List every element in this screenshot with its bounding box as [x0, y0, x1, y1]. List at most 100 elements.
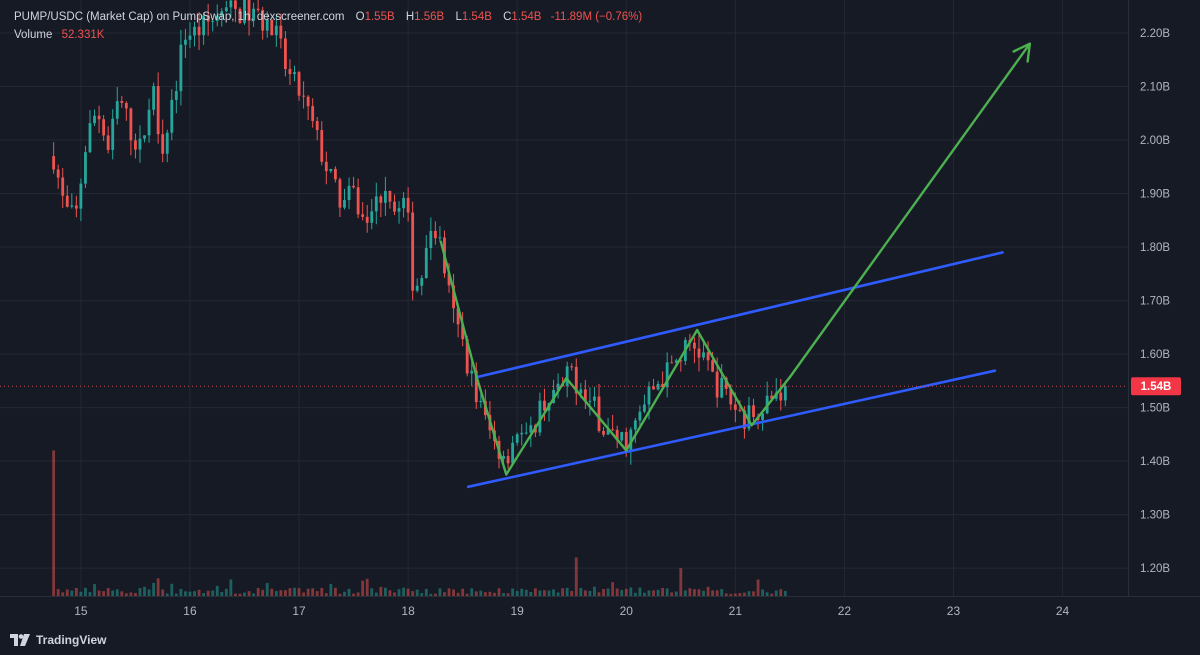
- volume-bar: [234, 593, 237, 596]
- candle-body: [543, 400, 546, 411]
- candle-body: [502, 456, 505, 459]
- symbol-title[interactable]: PUMP/USDC (Market Cap) on PumpSwap, 1h, …: [14, 11, 345, 23]
- candle-body: [297, 72, 301, 96]
- volume-bar: [188, 591, 192, 596]
- volume-bar: [120, 591, 124, 596]
- candle-body: [565, 366, 569, 387]
- candle-body: [615, 429, 619, 441]
- volume-bar: [279, 590, 283, 596]
- candle-body: [274, 25, 278, 36]
- candle-body: [56, 169, 60, 178]
- volume-bar: [165, 593, 169, 596]
- candle-body: [479, 400, 483, 403]
- drawings-group: [439, 42, 1032, 489]
- legend-row-ohlc: PUMP/USDC (Market Cap) on PumpSwap, 1h, …: [14, 8, 642, 26]
- candle-body: [343, 200, 346, 208]
- candle-body: [120, 101, 124, 103]
- volume-bar: [138, 588, 142, 596]
- volume-bar: [74, 588, 78, 596]
- volume-bar: [329, 583, 333, 596]
- time-tick-label: 16: [183, 604, 197, 618]
- close-label: C: [503, 11, 512, 23]
- candle-body: [165, 132, 169, 154]
- volume-bar: [515, 591, 519, 596]
- candle-body: [161, 134, 165, 154]
- last-price-label: 1.54B: [1141, 381, 1172, 393]
- tradingview-logo-icon: [10, 634, 30, 646]
- candle-body: [97, 115, 101, 120]
- volume-bar: [270, 588, 274, 596]
- volume-bar: [347, 588, 351, 596]
- candle-body: [733, 404, 737, 410]
- volume-bar: [88, 592, 92, 596]
- volume-bar: [597, 592, 601, 596]
- close-value: 1.54B: [511, 11, 542, 23]
- candle-body: [65, 195, 69, 207]
- volume-bar: [406, 588, 410, 596]
- volume-bar: [774, 590, 778, 596]
- last-price-badge: [1131, 377, 1181, 396]
- channel-lower-line: [466, 369, 997, 489]
- volume-bar: [206, 590, 210, 596]
- candle-body: [452, 285, 455, 309]
- candle-body: [265, 19, 269, 31]
- volume-bar: [783, 590, 787, 596]
- candle-body: [202, 15, 206, 36]
- price-axis: 1.20B 1.30B 1.40B 1.50B 1.60B 1.70B 1.80B 1.90B…: [1131, 28, 1181, 575]
- price-tick-label: 1.80B: [1140, 242, 1170, 254]
- candle-body: [438, 237, 442, 239]
- candle-body: [156, 86, 160, 135]
- volume-bar: [483, 592, 487, 596]
- candle-body: [729, 388, 733, 405]
- price-tick-label: 1.40B: [1140, 456, 1170, 468]
- candle-body: [79, 183, 83, 209]
- candle-body: [706, 352, 710, 361]
- candle-body: [693, 342, 696, 349]
- candle-body: [147, 109, 151, 136]
- volume-bar: [502, 593, 505, 596]
- volume-bar: [624, 588, 628, 596]
- volume-bar: [424, 588, 428, 596]
- candle-body: [138, 138, 142, 150]
- candle-body: [620, 431, 624, 441]
- volume-bar: [333, 587, 337, 596]
- volume-bar: [756, 579, 760, 596]
- candle-body: [115, 101, 119, 119]
- candle-body: [656, 383, 660, 390]
- candle-body: [361, 214, 365, 217]
- volume-bar: [529, 591, 533, 596]
- volume-bar: [411, 591, 415, 596]
- volume-bar: [297, 588, 301, 596]
- candle-body: [661, 383, 665, 388]
- time-axis: 15 16 17 18 19 20 21 22 23 24: [74, 604, 1069, 618]
- candle-body: [234, 0, 237, 9]
- volume-label[interactable]: Volume: [14, 29, 53, 41]
- volume-bar: [302, 592, 305, 596]
- candle-body: [220, 11, 224, 16]
- candle-body: [711, 360, 715, 372]
- volume-bar: [220, 591, 224, 596]
- candle-body: [206, 15, 210, 22]
- candle-body: [134, 140, 137, 150]
- volume-bar: [156, 578, 160, 596]
- candle-body: [279, 25, 283, 39]
- volume-bar: [238, 593, 242, 596]
- volume-bar: [679, 568, 683, 596]
- volume-bar: [588, 590, 592, 596]
- volume-bar: [393, 592, 396, 596]
- volume-bar: [761, 589, 765, 596]
- volume-bar: [620, 589, 624, 596]
- volume-bar: [388, 590, 392, 596]
- candle-body: [152, 86, 156, 110]
- tradingview-branding[interactable]: TradingView: [10, 633, 106, 647]
- candle-body: [652, 386, 655, 390]
- volume-bar: [593, 586, 596, 596]
- candle-body: [506, 456, 510, 464]
- volume-bar: [511, 588, 515, 596]
- candle-body: [593, 396, 596, 401]
- candle-body: [124, 102, 128, 109]
- volume-bar: [570, 590, 574, 596]
- volume-bar: [211, 590, 215, 596]
